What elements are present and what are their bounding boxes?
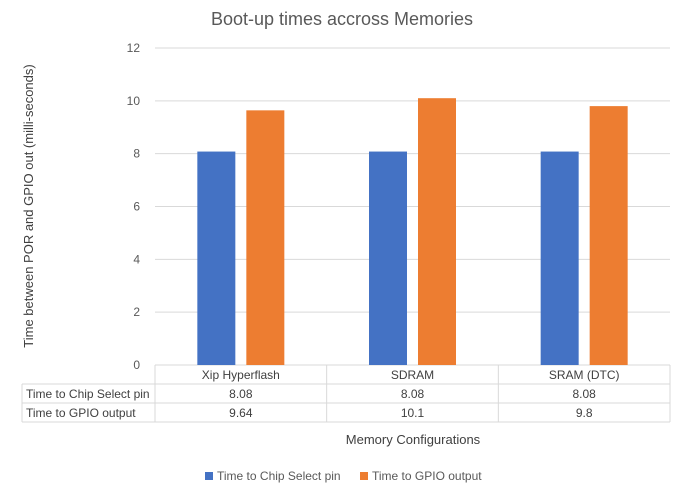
y-tick-label: 6 — [133, 200, 140, 214]
y-tick-label: 12 — [127, 41, 141, 55]
gridlines — [155, 47, 670, 366]
y-tick-label: 10 — [127, 94, 141, 108]
chart-title: Boot-up times accross Memories — [211, 9, 473, 29]
data-label: 10.1 — [401, 406, 425, 420]
table-row-label: Time to Chip Select pin — [26, 387, 150, 401]
bar — [246, 110, 285, 366]
data-label: 8.08 — [401, 387, 425, 401]
data-label: 8.08 — [229, 387, 253, 401]
bar — [197, 151, 236, 365]
legend-swatch — [360, 472, 368, 480]
legend: Time to Chip Select pin Time to GPIO outp… — [205, 469, 482, 483]
x-category-label: SRAM (DTC) — [549, 368, 620, 382]
legend-label: Time to Chip Select pin — [217, 469, 341, 483]
bar — [369, 151, 407, 365]
y-tick-label: 2 — [133, 305, 140, 319]
data-label: 8.08 — [572, 387, 596, 401]
data-table: Xip Hyperflash SDRAM SRAM (DTC) Time to Chi… — [21, 365, 671, 423]
legend-swatch — [205, 472, 213, 480]
y-tick-label: 0 — [133, 358, 140, 372]
x-axis-title: Memory Configurations — [346, 432, 481, 447]
bar — [540, 151, 579, 365]
y-tick-label: 4 — [133, 252, 140, 266]
y-axis-ticks: 0 2 4 6 8 10 12 — [127, 41, 141, 372]
data-label: 9.64 — [229, 406, 253, 420]
bar — [589, 106, 628, 365]
bar — [418, 98, 456, 366]
x-category-label: SDRAM — [391, 368, 434, 382]
y-axis-title: Time between POR and GPIO out (milli-sec… — [21, 64, 36, 347]
legend-label: Time to GPIO output — [372, 469, 482, 483]
x-category-label: Xip Hyperflash — [202, 368, 280, 382]
data-label: 9.8 — [576, 406, 593, 420]
y-tick-label: 8 — [133, 147, 140, 161]
bars — [197, 98, 628, 366]
table-row-label: Time to GPIO output — [26, 406, 136, 420]
